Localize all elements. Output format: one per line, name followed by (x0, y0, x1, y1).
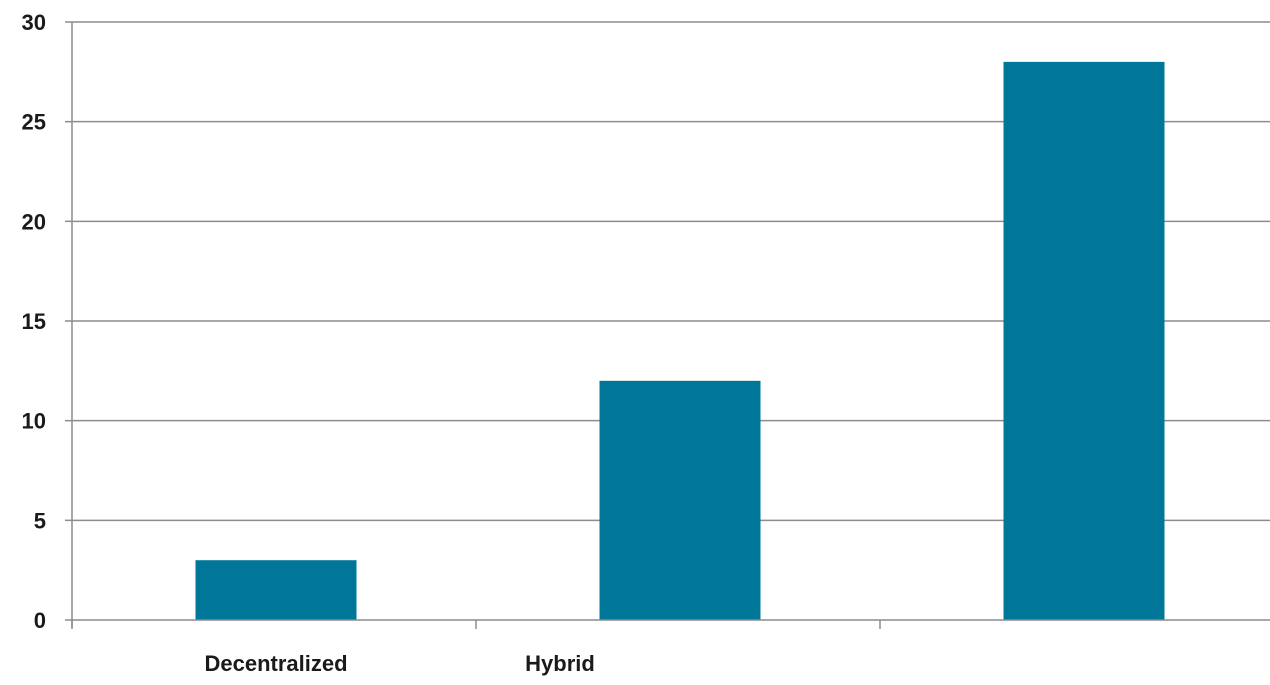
axes (65, 21, 1270, 629)
y-tick-label: 5 (34, 508, 46, 533)
bar-hybrid (599, 380, 761, 620)
y-tick-label: 20 (22, 209, 46, 234)
y-tick-label: 10 (22, 409, 46, 434)
bar-decentralized (195, 560, 357, 620)
y-tick-label: 15 (22, 309, 46, 334)
y-tick-label: 30 (22, 10, 46, 35)
x-tick-label: Decentralized (204, 651, 347, 676)
bar-category-3 (1003, 61, 1165, 621)
x-tick-labels: Decentralized Hybrid (204, 651, 594, 676)
x-tick-label: Hybrid (525, 651, 595, 676)
y-tick-labels: 0 5 10 15 20 25 30 (22, 10, 46, 633)
y-tick-label: 0 (34, 608, 46, 633)
bars (195, 61, 1165, 621)
y-tick-label: 25 (22, 110, 46, 135)
